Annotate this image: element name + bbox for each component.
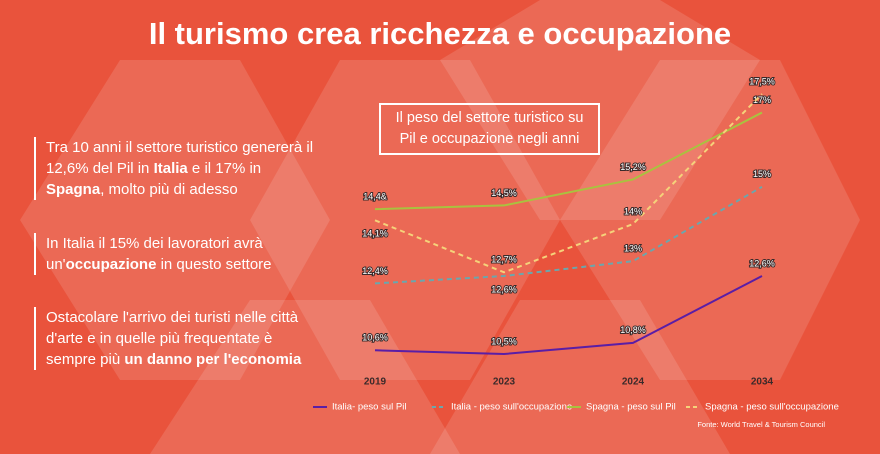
legend-label: Spagna - peso sul Pil bbox=[586, 402, 676, 413]
series-line bbox=[374, 111, 763, 211]
value-label: 13% bbox=[624, 244, 642, 254]
series-line bbox=[374, 93, 763, 274]
value-label: 15% bbox=[753, 169, 771, 179]
background-shapes bbox=[20, 0, 860, 454]
series-line bbox=[374, 185, 763, 285]
series-line bbox=[374, 275, 763, 356]
value-label: 15,2% bbox=[620, 162, 646, 172]
note-text: e il 17% in bbox=[187, 160, 262, 177]
note: In Italia il 15% dei lavoratori avrà un'… bbox=[34, 233, 318, 275]
note: Ostacolare l'arrivo dei turisti nelle ci… bbox=[34, 307, 318, 370]
title: Il turismo crea ricchezza e occupazione bbox=[148, 16, 732, 51]
note-text: Tra 10 anni il settore turistico generer… bbox=[46, 139, 314, 177]
value-label: 12,6% bbox=[749, 258, 775, 268]
note-text: Ostacolare l'arrivo dei turisti nelle ci… bbox=[46, 309, 299, 368]
note-text: Spagna bbox=[46, 181, 101, 198]
value-label: 12,4% bbox=[362, 266, 388, 276]
note-text: in questo settore bbox=[156, 256, 272, 273]
legend-label: Italia- peso sul Pil bbox=[332, 402, 406, 413]
x-tick-label: 2019 bbox=[364, 377, 387, 388]
x-tick-label: 2034 bbox=[751, 377, 774, 388]
chart-title: Il peso del settore turistico su Pil e o… bbox=[379, 103, 600, 155]
value-label: 12,6% bbox=[491, 284, 517, 294]
value-label: 14% bbox=[624, 206, 642, 216]
value-label: 10,5% bbox=[491, 336, 517, 346]
note-text: Italia bbox=[153, 160, 188, 177]
legend-label: Italia - peso sull'occupazione bbox=[451, 402, 572, 413]
value-label: 14,5% bbox=[491, 188, 517, 198]
note-text: un danno per l'economia bbox=[124, 351, 302, 368]
value-label: 17% bbox=[753, 95, 771, 105]
value-label: 14,4& bbox=[363, 192, 387, 202]
note-text: , molto più di adesso bbox=[100, 181, 238, 198]
chart-title-line: Pil e occupazione negli anni bbox=[399, 131, 580, 147]
chart-title-line: Il peso del settore turistico su bbox=[395, 110, 584, 126]
source: Fonte: World Travel & Tourism Council bbox=[697, 420, 825, 429]
value-label: 17,5% bbox=[749, 76, 775, 86]
x-tick-label: 2023 bbox=[493, 377, 516, 388]
note: Tra 10 anni il settore turistico generer… bbox=[34, 137, 318, 200]
legend-label: Spagna - peso sull'occupazione bbox=[705, 402, 839, 413]
value-label: 10,6% bbox=[362, 333, 388, 343]
value-label: 12,7% bbox=[491, 255, 517, 265]
value-label: 14,1% bbox=[362, 229, 388, 239]
note-text: occupazione bbox=[65, 256, 157, 273]
note-text: In Italia il 15% dei lavoratori avrà un' bbox=[46, 235, 263, 273]
value-label: 10,8% bbox=[620, 325, 646, 335]
x-tick-label: 2024 bbox=[622, 377, 645, 388]
